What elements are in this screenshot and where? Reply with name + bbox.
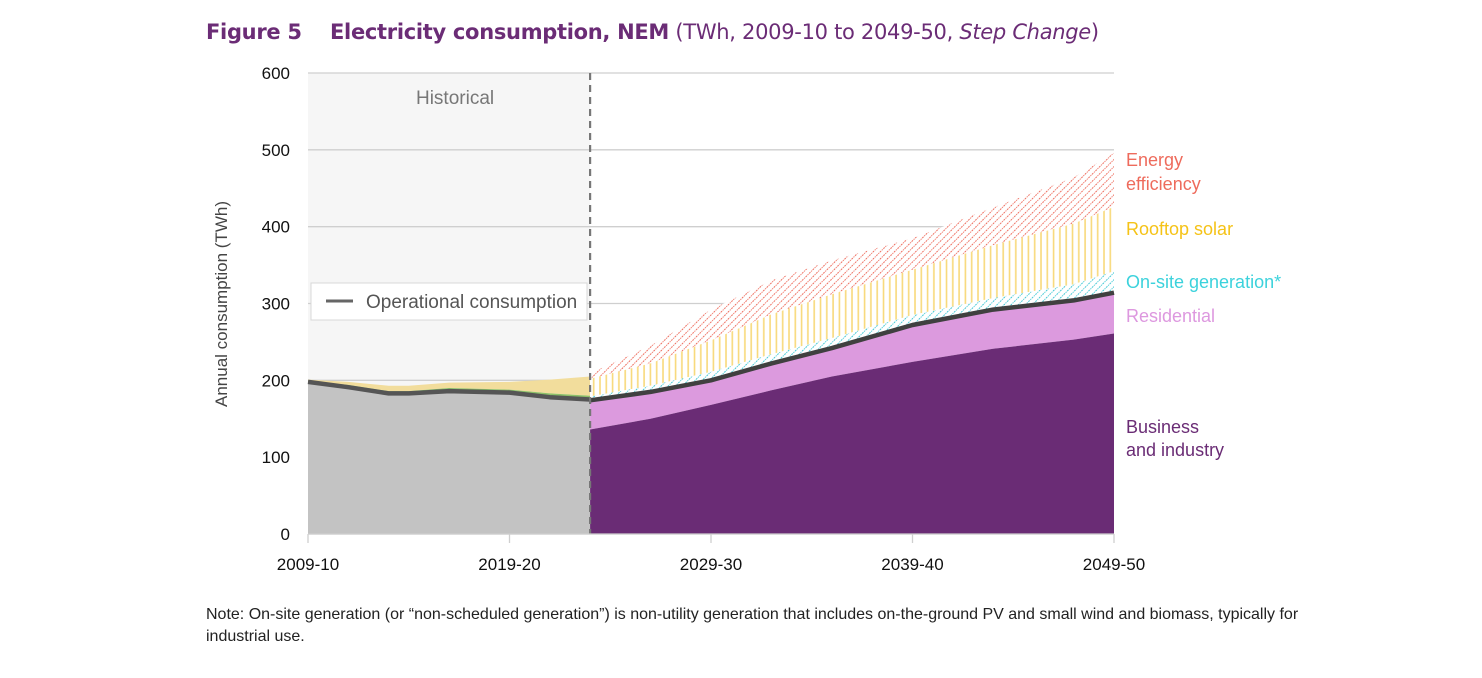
title-units: (TWh, 2009-10 to 2049-50,: [669, 20, 960, 44]
series-label-on-site-generation: On-site generation*: [1126, 272, 1281, 292]
onsite-generation-area: [590, 271, 1114, 401]
series-label-business-and-industry: and industry: [1126, 440, 1224, 460]
y-tick-label: 500: [262, 141, 290, 160]
x-tick-label: 2049-50: [1083, 555, 1145, 574]
y-tick-label: 100: [262, 448, 290, 467]
operational-consumption-line-forecast: [589, 290, 1115, 403]
y-tick-label: 0: [281, 525, 290, 544]
chart-note: Note: On-site generation (or “non-schedu…: [206, 606, 1299, 645]
y-tick-label: 400: [262, 218, 290, 237]
energy-efficiency-area: [590, 152, 1114, 379]
consumption-chart: 0 100 200 300 400 500 600 2009-10 2019-20 2029-30…: [212, 64, 1281, 574]
y-tick-label: 300: [262, 295, 290, 314]
business-industry-area: [590, 333, 1114, 534]
x-tick-label: 2039-40: [881, 555, 943, 574]
residential-area: [590, 292, 1114, 430]
operational-consumption-line-historical: [307, 379, 591, 402]
x-tick-label: 2009-10: [277, 555, 339, 574]
title-scenario: Step Change: [959, 20, 1091, 44]
historical-label: Historical: [416, 88, 494, 109]
title-main: Electricity consumption, NEM: [330, 20, 670, 44]
legend-box: [310, 282, 588, 321]
rooftop-solar-area: [590, 206, 1114, 397]
series-label-rooftop-solar: Rooftop solar: [1126, 219, 1233, 239]
x-tick-label: 2019-20: [478, 555, 540, 574]
series-label-residential: Residential: [1126, 306, 1215, 326]
title-paren-close: ): [1090, 20, 1099, 44]
y-axis-label: Annual consumption (TWh): [212, 201, 231, 407]
figure-title: Figure 5 Electricity consumption, NEM (TW…: [206, 20, 1099, 44]
figure-label: Figure 5: [206, 20, 302, 44]
historical-rooftop-solar-area: [308, 376, 591, 396]
x-tick-label: 2029-30: [680, 555, 742, 574]
y-tick-label: 600: [262, 64, 290, 83]
series-label-energy-efficiency: efficiency: [1126, 174, 1201, 194]
y-tick-label: 200: [262, 371, 290, 390]
legend: Operational consumption: [310, 282, 588, 321]
legend-operational-consumption: Operational consumption: [366, 292, 577, 313]
historical-operational-area: [308, 381, 591, 534]
series-label-business-and-industry: Business: [1126, 417, 1199, 437]
series-label-energy-efficiency: Energy: [1126, 150, 1183, 170]
